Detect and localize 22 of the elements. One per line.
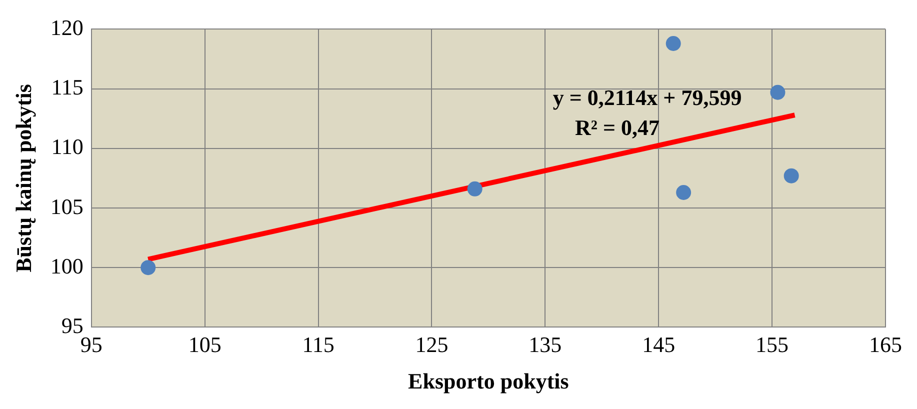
y-tick-label: 120 [50,14,84,40]
point [666,36,681,52]
point [770,84,786,100]
x-tick-label: 165 [869,332,902,358]
y-tick-label: 115 [51,74,84,100]
x-tick-label: 115 [302,332,334,358]
x-tick-label: 105 [188,332,222,358]
annotation: R² = 0,47 [575,114,660,140]
point [467,181,482,196]
annotation: y = 0,2114x + 79,599 [552,84,742,110]
x-axis-title: Eksporto pokytis [408,368,570,394]
point [676,185,692,200]
y-tick-label: 105 [50,194,84,219]
y-tick-label: 100 [50,253,84,278]
x-tick-label: 125 [415,332,448,358]
x-tick-label: 145 [642,332,676,358]
point [140,260,156,276]
x-tick-label: 155 [756,332,789,358]
y-tick-label: 110 [51,134,84,160]
y-axis-title: Būstų kainų pokytis [10,84,36,272]
point [784,168,799,184]
x-tick-label: 135 [528,332,562,358]
